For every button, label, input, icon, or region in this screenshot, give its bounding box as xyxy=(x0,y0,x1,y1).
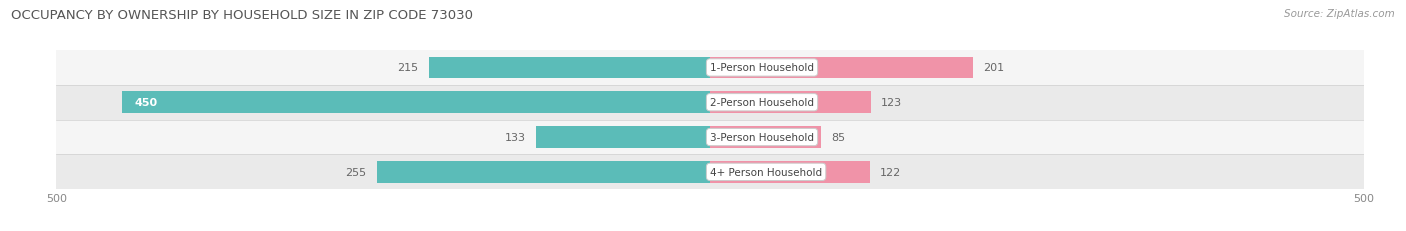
Text: 85: 85 xyxy=(831,132,846,143)
Text: 201: 201 xyxy=(983,63,1004,73)
Bar xyxy=(377,161,710,183)
Text: 2-Person Household: 2-Person Household xyxy=(710,98,814,108)
Bar xyxy=(56,120,1364,155)
Text: 122: 122 xyxy=(880,167,901,177)
Text: OCCUPANCY BY OWNERSHIP BY HOUSEHOLD SIZE IN ZIP CODE 73030: OCCUPANCY BY OWNERSHIP BY HOUSEHOLD SIZE… xyxy=(11,9,474,22)
Text: 255: 255 xyxy=(344,167,366,177)
Text: 123: 123 xyxy=(882,98,903,108)
Bar xyxy=(536,127,710,148)
Bar xyxy=(122,92,710,113)
Bar xyxy=(710,161,869,183)
Text: 133: 133 xyxy=(505,132,526,143)
Bar xyxy=(56,85,1364,120)
Text: 215: 215 xyxy=(398,63,419,73)
Text: Source: ZipAtlas.com: Source: ZipAtlas.com xyxy=(1284,9,1395,19)
Bar xyxy=(710,92,870,113)
Bar xyxy=(710,57,973,79)
Text: 450: 450 xyxy=(135,98,157,108)
Text: 1-Person Household: 1-Person Household xyxy=(710,63,814,73)
Bar xyxy=(429,57,710,79)
Text: 4+ Person Household: 4+ Person Household xyxy=(710,167,823,177)
Bar xyxy=(56,155,1364,189)
Bar xyxy=(710,127,821,148)
Text: 3-Person Household: 3-Person Household xyxy=(710,132,814,143)
Bar xyxy=(56,51,1364,85)
